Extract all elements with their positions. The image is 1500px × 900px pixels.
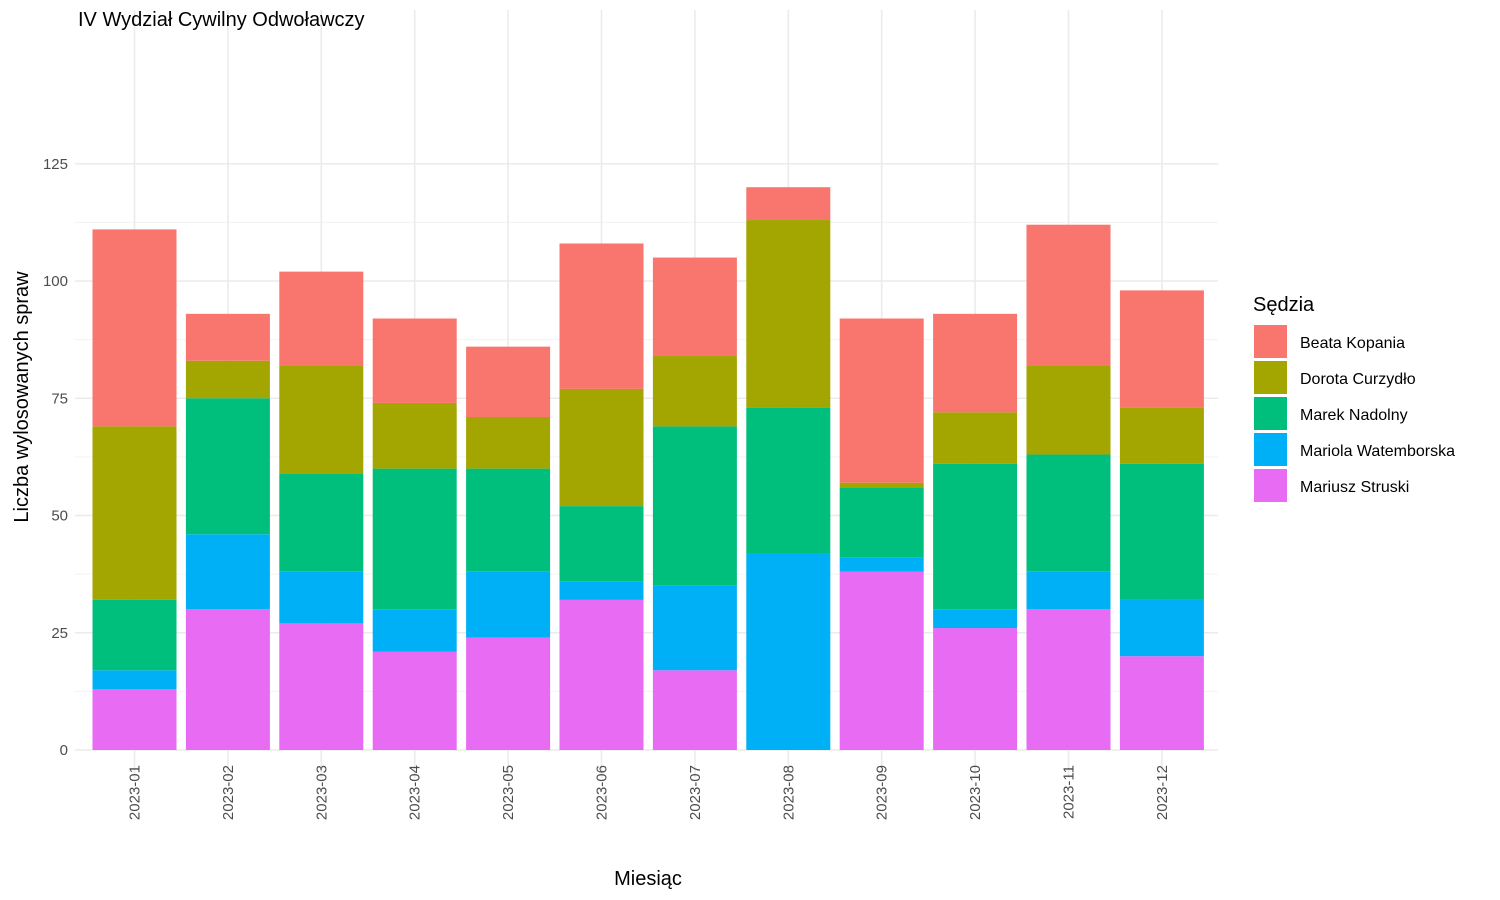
y-tick-label: 50 xyxy=(51,508,68,525)
legend-swatch xyxy=(1254,469,1287,502)
legend-label: Beata Kopania xyxy=(1300,335,1405,352)
bar-segment xyxy=(746,220,831,408)
legend-swatch xyxy=(1254,325,1287,358)
y-axis-title: Liczba wylosowanych spraw xyxy=(11,271,33,523)
x-tick-label: 2023-08 xyxy=(780,765,797,820)
legend: Sędzia Beata Kopania Dorota Curzydło Marek… xyxy=(1253,294,1455,502)
bar-segment xyxy=(559,243,644,389)
bar-segment xyxy=(372,318,457,403)
bar-segment xyxy=(1026,365,1111,455)
bar-segment xyxy=(279,623,364,750)
x-tick-label: 2023-10 xyxy=(967,765,984,820)
bar-segment xyxy=(933,313,1018,413)
x-tick-label: 2023-09 xyxy=(874,765,891,820)
bar-segment xyxy=(933,609,1018,629)
bar-segment xyxy=(372,609,457,652)
bar-segment xyxy=(466,417,551,469)
legend-swatch xyxy=(1254,397,1287,430)
bar-segment xyxy=(279,571,364,624)
bar-segment xyxy=(933,628,1018,750)
bar-segment xyxy=(185,398,270,535)
bar-segment xyxy=(92,426,177,600)
bar-segment xyxy=(372,651,457,750)
bar-segment xyxy=(652,356,737,427)
bar-segment xyxy=(92,689,177,750)
bar-segment xyxy=(839,482,924,488)
bar-segment xyxy=(372,402,457,469)
bar-segment xyxy=(1026,224,1111,366)
bar-segment xyxy=(279,473,364,572)
bar-segment xyxy=(1119,656,1204,750)
y-tick-label: 125 xyxy=(43,156,68,173)
x-tick-label: 2023-02 xyxy=(220,765,237,820)
bar-segment xyxy=(185,360,270,399)
bar-segment xyxy=(185,534,270,610)
bar-segment xyxy=(466,571,551,638)
legend-label: Dorota Curzydło xyxy=(1300,371,1416,388)
bar-segment xyxy=(652,257,737,357)
x-tick-label: 2023-04 xyxy=(407,765,424,820)
legend-swatch xyxy=(1254,433,1287,466)
bar-segment xyxy=(1119,463,1204,600)
legend-label: Mariusz Struski xyxy=(1300,479,1409,496)
x-axis-title: Miesiąc xyxy=(614,868,682,890)
legend-label: Mariola Watemborska xyxy=(1300,443,1455,460)
chart-title: IV Wydział Cywilny Odwoławczy xyxy=(78,9,365,31)
legend-label: Marek Nadolny xyxy=(1300,407,1408,424)
bar-segment xyxy=(92,670,177,690)
bar-segment xyxy=(933,463,1018,610)
y-tick-label: 75 xyxy=(51,390,68,407)
bar-segment xyxy=(1026,609,1111,750)
bar-segment xyxy=(1119,290,1204,408)
bar-segment xyxy=(652,585,737,671)
x-tick-label: 2023-07 xyxy=(687,765,704,820)
bar-segment xyxy=(839,487,924,558)
bar-segment xyxy=(92,229,177,427)
bar-segment xyxy=(1119,407,1204,464)
bar-segment xyxy=(185,609,270,750)
x-tick-label: 2023-12 xyxy=(1154,765,1171,820)
bar-segment xyxy=(559,581,644,600)
bars xyxy=(92,187,1204,750)
x-tick-label: 2023-06 xyxy=(594,765,611,820)
bar-segment xyxy=(652,670,737,750)
legend-swatch xyxy=(1254,361,1287,394)
y-tick-label: 100 xyxy=(43,273,68,290)
bar-segment xyxy=(839,318,924,483)
bar-segment xyxy=(839,571,924,750)
bar-segment xyxy=(466,346,551,418)
bar-segment xyxy=(652,426,737,586)
y-tick-label: 25 xyxy=(51,625,68,642)
x-tick-label: 2023-11 xyxy=(1061,765,1078,819)
x-axis-ticks: 2023-01 2023-02 2023-03 2023-04 2023-05 2023-… xyxy=(127,765,1171,820)
bar-segment xyxy=(746,553,831,750)
y-axis-ticks: 0 25 50 75 100 125 xyxy=(43,156,68,759)
bar-segment xyxy=(1119,599,1204,657)
x-tick-label: 2023-01 xyxy=(127,765,144,820)
bar-segment xyxy=(92,599,177,671)
bar-segment xyxy=(279,365,364,474)
bar-segment xyxy=(839,557,924,572)
bar-segment xyxy=(746,407,831,554)
legend-title: Sędzia xyxy=(1253,294,1315,316)
bar-segment xyxy=(1026,571,1111,610)
x-tick-label: 2023-05 xyxy=(500,765,517,820)
bar-segment xyxy=(466,468,551,572)
x-tick-label: 2023-03 xyxy=(313,765,330,820)
bar-segment xyxy=(185,313,270,361)
bar-segment xyxy=(559,599,644,750)
y-tick-label: 0 xyxy=(60,742,68,759)
bar-segment xyxy=(1026,454,1111,572)
bar-segment xyxy=(559,388,644,507)
bar-segment xyxy=(559,506,644,582)
bar-segment xyxy=(466,637,551,750)
bar-segment xyxy=(746,187,831,221)
bar-segment xyxy=(933,412,1018,464)
bar-segment xyxy=(372,468,457,610)
bar-segment xyxy=(279,271,364,366)
